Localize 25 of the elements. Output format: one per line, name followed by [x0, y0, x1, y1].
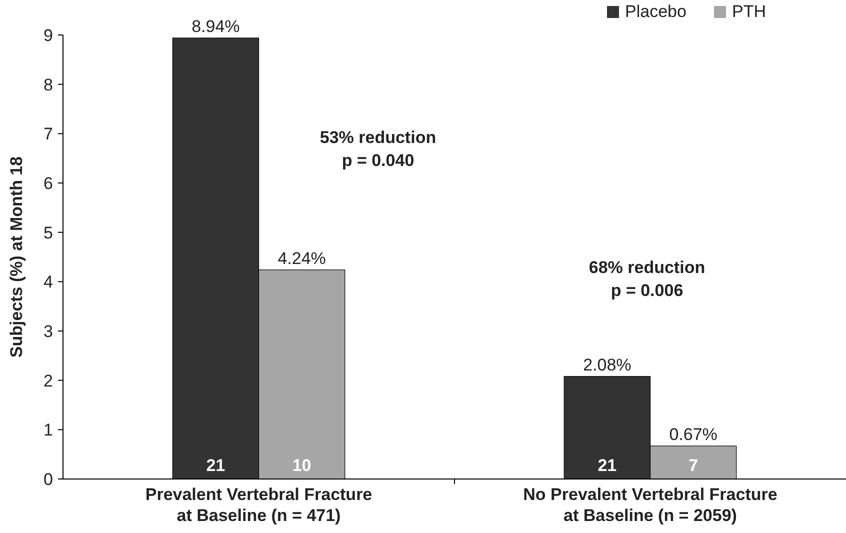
y-tick-label: 1	[44, 420, 53, 440]
y-tick-label: 3	[44, 322, 53, 341]
annotation: 10	[292, 456, 312, 475]
legend-label: Placebo	[625, 2, 686, 21]
data-label: 2.08%	[583, 355, 632, 374]
annotation: 68% reduction p = 0.006	[588, 258, 706, 300]
y-tick-label: 9	[44, 26, 53, 45]
y-tick-label: 0	[44, 470, 53, 489]
y-tick-label: 2	[44, 371, 53, 390]
annotation: 21	[206, 456, 226, 475]
data-label: 0.67%	[669, 424, 718, 444]
x-tick-label: Prevalent Vertebral Fracture at Baseline (n = 471)	[145, 485, 372, 525]
annotation: 53% reduction p = 0.040	[320, 128, 436, 170]
y-tick-label: 6	[44, 174, 53, 193]
data-label: 8.94%	[192, 16, 240, 36]
x-tick-label: No Prevalent Vertebral Fracture at Baseline (n = 2059)	[523, 485, 778, 525]
y-tick-label: 7	[44, 124, 53, 144]
y-tick-label: 4	[44, 272, 53, 292]
y-axis-title: Subjects (%) at Month 18	[7, 156, 26, 358]
y-tick-label: 8	[44, 75, 53, 94]
annotation: 7	[688, 456, 698, 475]
legend-label: PTH	[732, 2, 766, 21]
annotation: 21	[598, 456, 617, 475]
y-tick-label: 5	[44, 223, 53, 242]
data-label: 4.24%	[278, 248, 326, 268]
